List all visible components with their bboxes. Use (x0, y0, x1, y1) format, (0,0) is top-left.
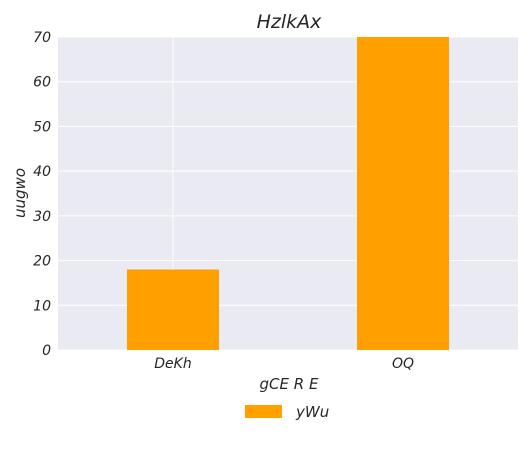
legend: yWu (245, 403, 329, 421)
y-tick-label: 70 (33, 30, 51, 46)
x-tick-labels: DeKh OQ (154, 356, 414, 372)
y-tick-label: 50 (33, 119, 51, 135)
legend-swatch (245, 405, 282, 418)
bar (127, 269, 219, 350)
x-axis-label: gCE R E (260, 375, 319, 393)
y-axis-label: uugwo (11, 168, 29, 218)
bars (127, 37, 449, 350)
x-tick-label: OQ (392, 356, 414, 372)
x-tick-label: DeKh (154, 356, 191, 372)
y-tick-label: 40 (33, 164, 51, 180)
y-tick-label: 20 (33, 254, 51, 270)
y-tick-label: 30 (33, 209, 51, 225)
y-tick-label: 10 (33, 298, 51, 314)
y-tick-label: 0 (42, 343, 51, 359)
chart-title: HzlkAx (257, 11, 323, 33)
y-tick-label: 60 (33, 75, 51, 91)
y-tick-labels: 0 10 20 30 40 50 60 70 (33, 30, 51, 359)
legend-label: yWu (295, 403, 329, 421)
bar (357, 37, 449, 350)
